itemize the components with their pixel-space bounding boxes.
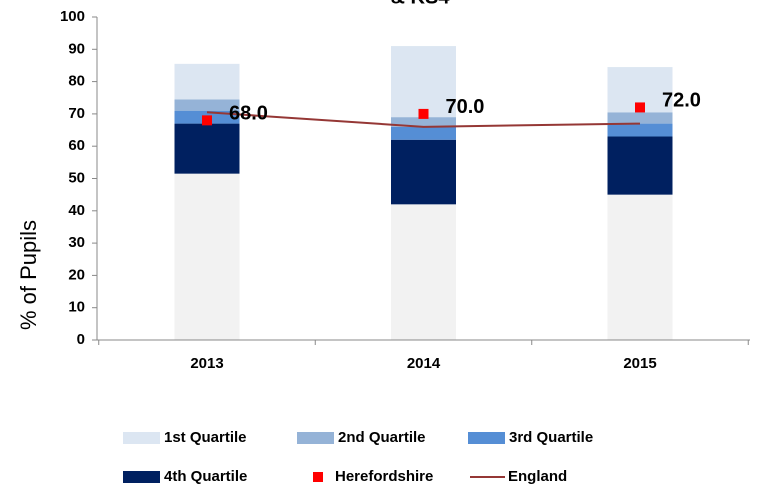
bar-segment (391, 117, 456, 127)
y-tick-label: 10 (68, 299, 85, 316)
legend-label: 3rd Quartile (509, 429, 593, 446)
legend-swatch (297, 432, 334, 444)
bar-segment (174, 123, 240, 174)
legend-label: 2nd Quartile (338, 429, 426, 446)
data-label: 68.0 (229, 103, 268, 125)
legend-label: Herefordshire (335, 468, 433, 485)
herefordshire-marker (202, 115, 212, 126)
england-line (206, 111, 641, 128)
bar-segment (174, 99, 240, 111)
bar-segment (607, 194, 673, 340)
chart-title: & KS4 (391, 0, 451, 8)
x-tick-label: 2015 (623, 355, 656, 372)
y-tick-label: 40 (68, 202, 85, 219)
y-tick-label: 100 (60, 8, 85, 25)
bar-segment (391, 46, 456, 118)
data-label: 72.0 (662, 90, 701, 112)
herefordshire-marker (418, 108, 429, 119)
y-tick-label: 30 (68, 234, 85, 251)
y-tick-label: 80 (68, 73, 85, 90)
herefordshire-marker (635, 102, 645, 113)
legend-label: 1st Quartile (164, 429, 247, 446)
bar-segment (174, 173, 240, 340)
bar-segment (391, 139, 456, 205)
y-tick-label: 90 (68, 40, 85, 57)
legend-label: 4th Quartile (164, 468, 247, 485)
legend-swatch (313, 472, 323, 482)
bar-segment (607, 136, 673, 195)
x-tick-label: 2013 (190, 355, 223, 372)
legend-swatch (123, 471, 160, 483)
legend-swatch (123, 432, 160, 444)
y-tick-label: 20 (68, 266, 85, 283)
y-tick-label: 0 (77, 331, 85, 348)
x-tick-label: 2014 (407, 355, 441, 372)
bar-segment (607, 123, 673, 137)
legend-swatch (468, 432, 505, 444)
y-tick-label: 70 (68, 105, 85, 122)
y-axis-label: % of Pupils (16, 220, 41, 330)
data-label: 70.0 (446, 96, 485, 118)
y-tick-label: 50 (68, 169, 85, 186)
bar-segment (174, 63, 240, 100)
bar-segment (607, 112, 673, 124)
bar-segment (391, 126, 456, 140)
legend-label: England (508, 468, 567, 485)
bar-segment (391, 204, 456, 340)
y-tick-label: 60 (68, 137, 85, 154)
